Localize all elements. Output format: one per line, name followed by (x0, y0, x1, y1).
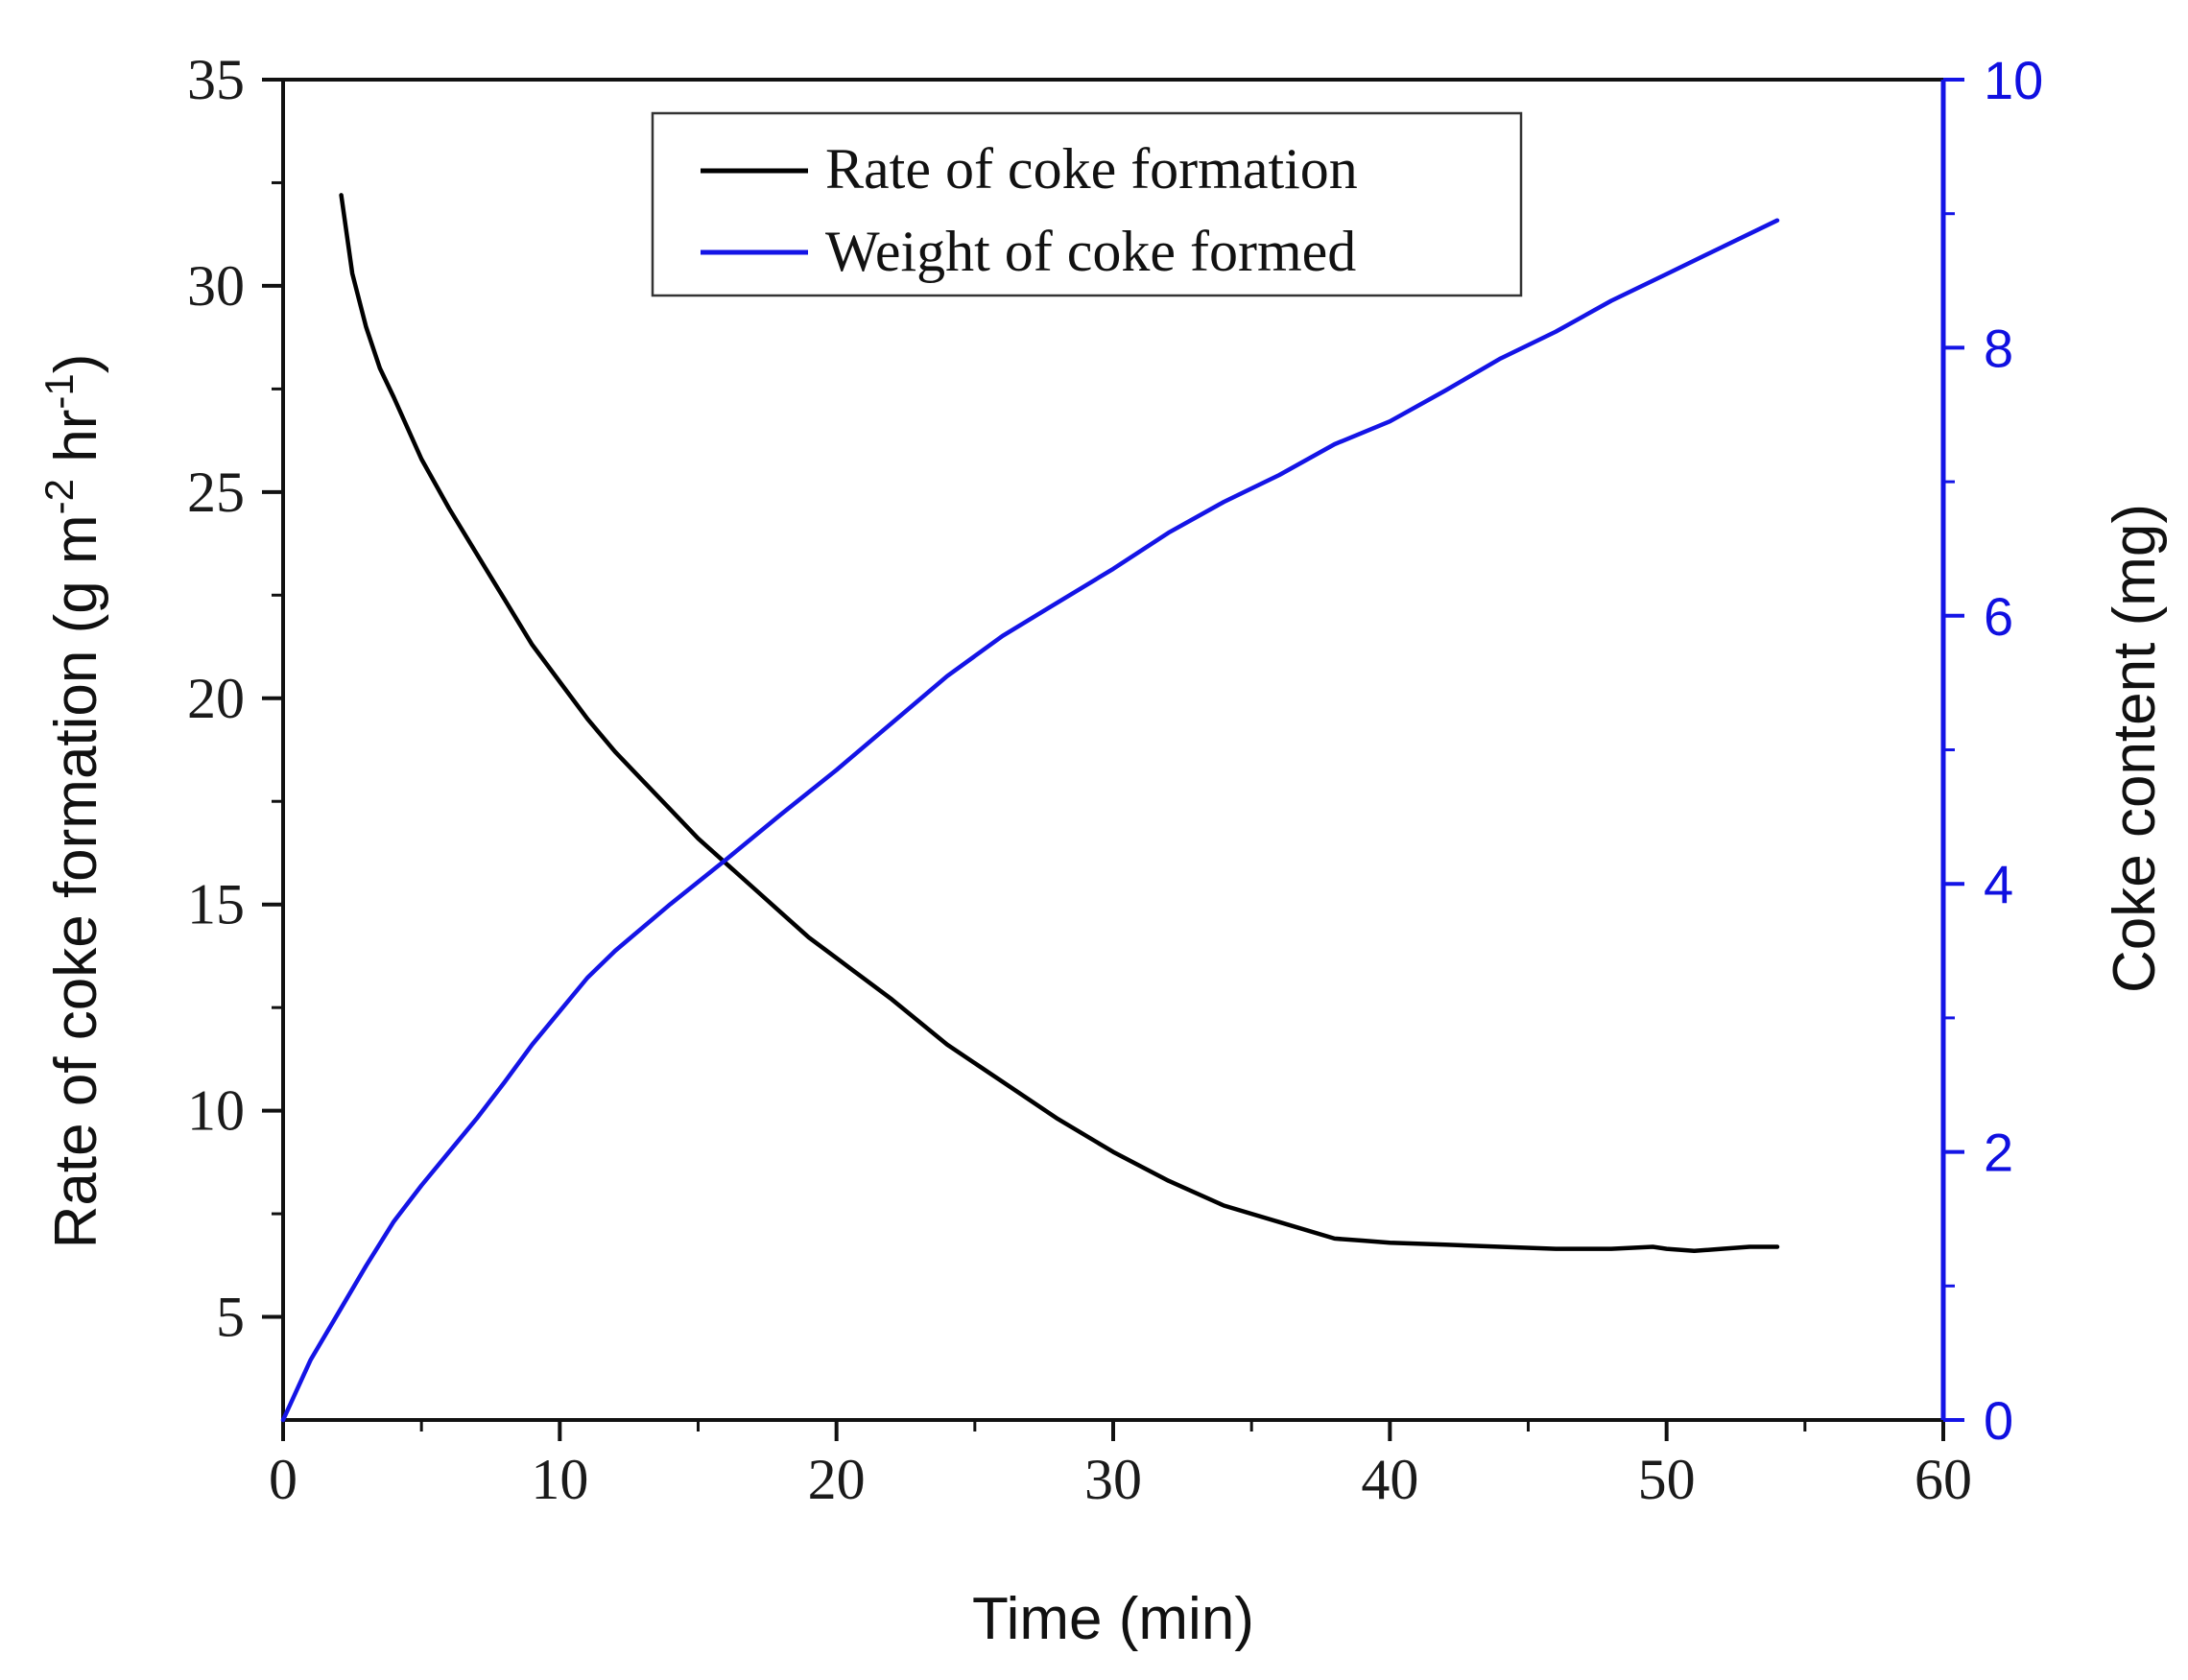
left-y-tick-label: 15 (187, 873, 245, 936)
left-y-axis-title-suffix: ) (43, 354, 109, 374)
right-y-tick-label: 6 (1984, 586, 2013, 647)
left-y-axis-title: Rate of coke formation (g m-2 hr-1) (36, 354, 109, 1249)
x-tick-label: 40 (1361, 1448, 1418, 1511)
right-y-tick-label: 8 (1984, 318, 2013, 378)
legend-label-weight-of-coke-formed: Weight of coke formed (825, 220, 1356, 283)
left-y-tick-label: 30 (187, 254, 245, 318)
left-y-axis-title-mid: hr (43, 410, 109, 479)
series-line-rate-of-coke-formation (339, 193, 1780, 1254)
right-y-tick-label: 4 (1984, 854, 2013, 914)
left-y-axis-title-sup1: -2 (36, 479, 82, 514)
right-y-axis-title: Coke content (mg) (2102, 504, 2168, 993)
left-y-tick-label: 10 (187, 1079, 245, 1143)
right-y-tick-label: 2 (1984, 1123, 2013, 1183)
x-tick-label: 50 (1638, 1448, 1696, 1511)
x-tick-label: 20 (808, 1448, 866, 1511)
x-axis-ticks: 0 10 20 30 40 50 60 (269, 1420, 1972, 1511)
left-y-tick-label: 20 (187, 667, 245, 730)
right-y-tick-label: 0 (1984, 1390, 2013, 1451)
left-y-axis-title-prefix: Rate of coke formation (g m (43, 514, 109, 1248)
series-lines (280, 193, 1780, 1423)
left-y-tick-label: 35 (187, 48, 245, 111)
left-y-axis-title-sup2: -1 (36, 373, 82, 409)
x-axis-title: Time (min) (972, 1586, 1254, 1652)
right-y-axis-ticks: 0 2 4 6 8 10 (1943, 50, 2043, 1451)
left-y-tick-label: 5 (216, 1286, 245, 1349)
legend-label-rate-of-coke-formation: Rate of coke formation (825, 137, 1358, 201)
x-tick-label: 10 (531, 1448, 588, 1511)
right-y-tick-label: 10 (1984, 50, 2043, 110)
legend: Rate of coke formation Weight of coke fo… (651, 111, 1523, 297)
x-tick-label: 60 (1914, 1448, 1972, 1511)
left-y-tick-label: 25 (187, 461, 245, 524)
x-tick-label: 30 (1084, 1448, 1142, 1511)
series-line-weight-of-coke-formed (280, 218, 1780, 1423)
legend-box (651, 111, 1523, 297)
x-tick-label: 0 (269, 1448, 297, 1511)
left-y-axis-ticks: 5 10 15 20 25 30 35 (187, 48, 283, 1349)
